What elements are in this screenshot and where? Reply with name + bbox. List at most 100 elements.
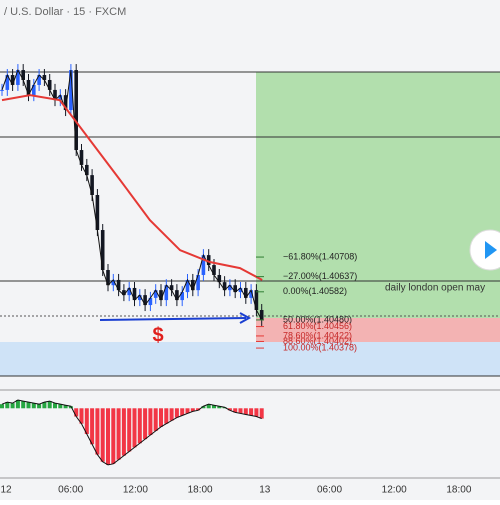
moving-average: [1, 94, 263, 281]
histogram-bar: [31, 403, 36, 409]
histogram-bar: [121, 408, 126, 456]
fib-label: 78.60%(1.40422): [283, 330, 352, 340]
histogram-bar: [143, 408, 148, 440]
candle-body: [175, 290, 179, 301]
candle-body: [222, 282, 227, 291]
histogram-bar: [238, 408, 243, 414]
candle-body: [100, 230, 105, 271]
candle-body: [79, 150, 84, 165]
histogram-bar: [201, 406, 206, 409]
candle-body: [244, 287, 248, 298]
histogram-bar: [10, 403, 15, 409]
candle-body: [10, 75, 15, 85]
candle-body: [217, 274, 222, 283]
candle-body: [148, 297, 153, 306]
candle-body: [196, 274, 200, 291]
histogram-bar: [100, 408, 105, 462]
histogram-bar: [63, 405, 68, 409]
fib-label: 50.00%(1.40480): [283, 314, 352, 324]
fib-label: 61.80%(1.40456): [283, 321, 352, 331]
histogram-bar: [111, 408, 116, 464]
histogram-bar: [196, 408, 201, 411]
histogram-bar: [5, 402, 10, 409]
arrow: [99, 317, 247, 321]
x-tick-label: 18:00: [446, 485, 471, 496]
candle-body: [90, 175, 94, 195]
histogram-bar: [206, 404, 211, 409]
candle-body: [106, 270, 110, 286]
histogram-bar: [106, 408, 110, 465]
plot: −61.80%(1.40708) −27.00%(1.40637) 0.00%(1.…: [0, 64, 357, 466]
histogram-bar: [90, 408, 95, 445]
candle-body: [74, 70, 78, 151]
candle-body: [132, 287, 137, 301]
histogram-bar: [169, 408, 174, 421]
candle-body: [32, 84, 36, 96]
candle-body: [206, 255, 211, 266]
candle-body: [16, 70, 20, 85]
candle-body: [47, 79, 52, 90]
histogram-bar: [137, 408, 142, 444]
histogram-bar: [116, 408, 121, 460]
arrow-head: [239, 312, 252, 324]
histogram-bar: [254, 408, 259, 417]
histogram-bar: [227, 408, 232, 411]
histogram-bar: [190, 408, 195, 412]
candle-body: [53, 89, 57, 101]
candle-body: [254, 290, 259, 311]
candle-body: [238, 287, 243, 293]
histogram-bar: [243, 408, 248, 415]
histogram-bar: [37, 404, 42, 409]
oscillator-line: [1, 399, 262, 466]
histogram-bar: [53, 403, 57, 409]
candle-body: [111, 279, 116, 286]
histogram-bar: [212, 405, 216, 409]
candle-body: [116, 279, 121, 291]
histogram-bar: [42, 402, 47, 409]
histogram-bar: [259, 408, 264, 419]
candle-body: [228, 285, 232, 291]
histogram-bar: [79, 408, 84, 424]
candle-body: [95, 195, 100, 231]
histogram-bar: [15, 400, 20, 409]
histogram-bar: [153, 408, 158, 431]
fib-label: −27.00%(1.40637): [283, 271, 357, 281]
histogram-bar: [74, 408, 79, 417]
histogram-bar: [95, 408, 100, 455]
candle-body: [153, 290, 158, 298]
histogram-bar: [217, 406, 222, 409]
histogram-bar: [47, 401, 52, 409]
x-tick-label: 18:00: [188, 485, 213, 496]
play-icon: [485, 241, 497, 259]
candle-body: [63, 95, 68, 111]
candle-body: [26, 79, 31, 96]
candle-body: [169, 285, 174, 291]
histogram-bar: [180, 408, 185, 416]
candle-body: [122, 290, 126, 296]
histogram-bar: [174, 408, 179, 418]
histogram-bar: [148, 408, 153, 436]
dollar-marker: $: [152, 324, 163, 346]
candle-body: [37, 75, 41, 85]
histogram-bar: [159, 408, 163, 427]
fib-label: 0.00%(1.40582): [283, 286, 347, 296]
x-tick-label: 06:00: [58, 485, 83, 496]
x-tick-label: 06:00: [317, 485, 342, 496]
candle-body: [164, 285, 169, 301]
histogram-bar: [21, 401, 26, 409]
candle-body: [5, 75, 10, 90]
histogram-bar: [132, 408, 137, 448]
fib-label: 88.60%(1.40402): [283, 336, 352, 346]
histogram-bar: [249, 408, 254, 416]
close-line: [1, 68, 263, 321]
histogram-bar: [233, 408, 238, 413]
candle-body: [159, 290, 163, 301]
candle-body: [191, 279, 195, 291]
zone-band: [0, 342, 500, 376]
candle-body: [233, 285, 237, 293]
candle-body: [0, 89, 4, 91]
x-tick-label: 12:00: [382, 485, 407, 496]
fib-label: −61.80%(1.40708): [283, 251, 357, 261]
